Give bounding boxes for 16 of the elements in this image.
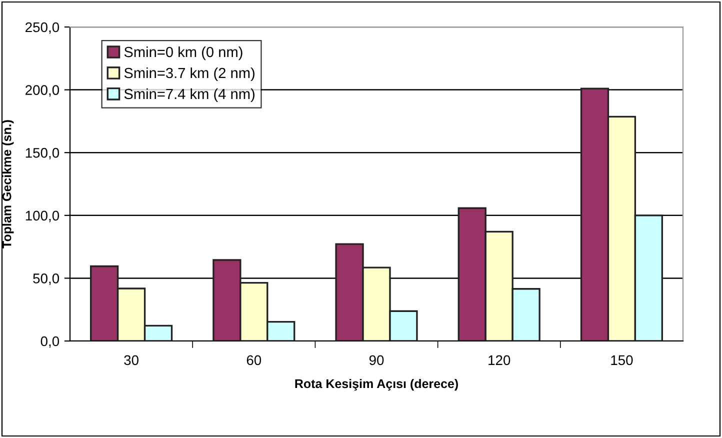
y-tick-label: 0,0 [40,336,60,348]
x-tick-label: 30 [124,355,138,366]
y-tick-label: 250,0 [26,22,60,34]
legend-label: Smin=0 km (0 nm) [124,46,242,60]
legend-label: Smin=3.7 km (2 nm) [124,67,254,82]
y-tick-label: 200,0 [26,85,60,97]
x-tick-label: 60 [246,355,262,366]
y-tick-label: 100,0 [26,210,60,222]
y-axis-title: Toplam Gecikme (sn.) [2,120,14,248]
x-axis-title: Rota Kesişim Açısı (derece) [295,378,458,391]
y-tick-label: 50,0 [33,274,60,286]
x-tick-label: 90 [369,355,384,366]
x-tick-label: 150 [611,355,633,366]
y-tick-label: 150,0 [26,148,60,160]
x-tick-label: 120 [488,355,510,366]
legend-label: Smin=7.4 km (4 nm) [124,88,254,102]
